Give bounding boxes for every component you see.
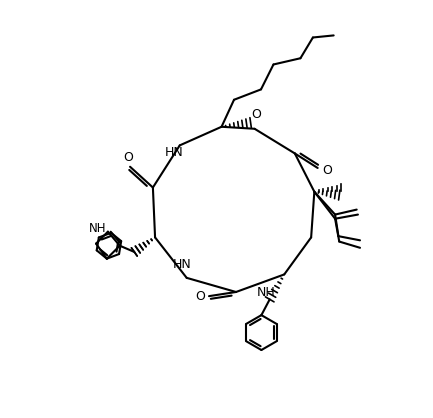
- Text: HN: HN: [173, 258, 192, 271]
- Text: O: O: [322, 163, 332, 176]
- Text: O: O: [195, 290, 205, 303]
- Text: O: O: [123, 151, 133, 164]
- Text: O: O: [252, 108, 262, 121]
- Text: NH: NH: [257, 286, 276, 299]
- Text: HN: HN: [165, 145, 183, 159]
- Text: NH: NH: [89, 222, 107, 235]
